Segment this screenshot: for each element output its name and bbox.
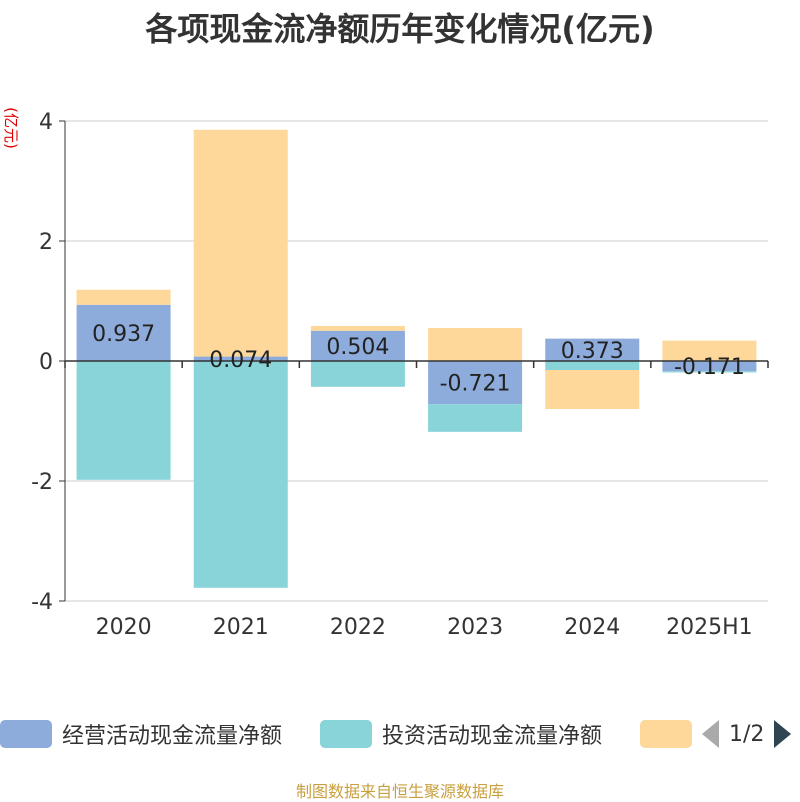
x-tick-label-2025H1: 2025H1 <box>666 615 753 640</box>
legend-label-operating: 经营活动现金流量净额 <box>62 724 283 749</box>
legend-prev-icon[interactable] <box>702 720 719 748</box>
y-tick-label: 0 <box>39 350 53 375</box>
legend-swatch-investing <box>320 720 372 748</box>
y-tick-label: 4 <box>39 110 53 135</box>
bar-series0-2020 <box>76 304 171 361</box>
x-tick-label-2024: 2024 <box>564 615 620 640</box>
bar-series2-2023 <box>428 328 523 361</box>
legend-next-icon[interactable] <box>774 720 792 748</box>
data-label-2025H1: -0.171 <box>674 355 745 380</box>
legend-swatch-operating <box>0 720 52 748</box>
chart-title: 各项现金流净额历年变化情况(亿元) <box>145 10 655 48</box>
bar-series2-2025H1 <box>662 340 757 361</box>
data-label-2023: -0.721 <box>440 372 511 397</box>
bar-series2-2024 <box>545 370 640 409</box>
legend-swatch-financing <box>640 720 692 748</box>
bar-chart: -4 -2 0 2 4 2020 2021 2022 2023 2024 2025H1 0.937 0.… <box>31 110 769 640</box>
y-tick-label: -4 <box>31 590 53 615</box>
x-tick-label-2022: 2022 <box>330 615 386 640</box>
data-label-2021: 0.074 <box>209 348 272 373</box>
bar-series0-2023 <box>428 361 523 405</box>
bar-series1-2025H1 <box>662 371 757 373</box>
legend: 经营活动现金流量净额 投资活动现金流量净额 1/2 <box>0 712 800 756</box>
bar-series1-2020 <box>76 361 171 480</box>
y-tick-label: 2 <box>39 230 53 255</box>
bar-series2-2021 <box>193 129 288 357</box>
data-label-2020: 0.937 <box>92 322 155 347</box>
bar-series2-2022 <box>310 325 405 331</box>
legend-page-indicator: 1/2 <box>729 721 765 747</box>
data-source-note: 制图数据来自恒生聚源数据库 <box>295 782 504 801</box>
legend-item-financing[interactable] <box>640 712 692 756</box>
x-tick-label-2023: 2023 <box>447 615 503 640</box>
bar-series0-2022 <box>310 330 405 361</box>
y-tick-label: -2 <box>31 470 53 495</box>
bar-series0-2025H1 <box>662 361 757 372</box>
data-label-2024: 0.373 <box>561 339 624 364</box>
x-tick-label-2020: 2020 <box>96 615 152 640</box>
legend-label-investing: 投资活动现金流量净额 <box>382 724 603 749</box>
data-label-2022: 0.504 <box>326 335 389 360</box>
legend-item-operating[interactable]: 经营活动现金流量净额 <box>0 712 282 756</box>
bar-series1-2023 <box>428 404 523 432</box>
legend-pager: 1/2 <box>702 712 792 756</box>
bar-series1-2021 <box>193 361 288 588</box>
bar-series1-2022 <box>310 361 405 387</box>
bar-series0-2024 <box>545 338 640 361</box>
x-tick-label-2021: 2021 <box>213 615 269 640</box>
bar-series0-2021 <box>193 356 288 361</box>
bar-series1-2024 <box>545 361 640 370</box>
legend-item-investing[interactable]: 投资活动现金流量净额 <box>320 712 602 756</box>
bar-series2-2020 <box>76 289 171 305</box>
